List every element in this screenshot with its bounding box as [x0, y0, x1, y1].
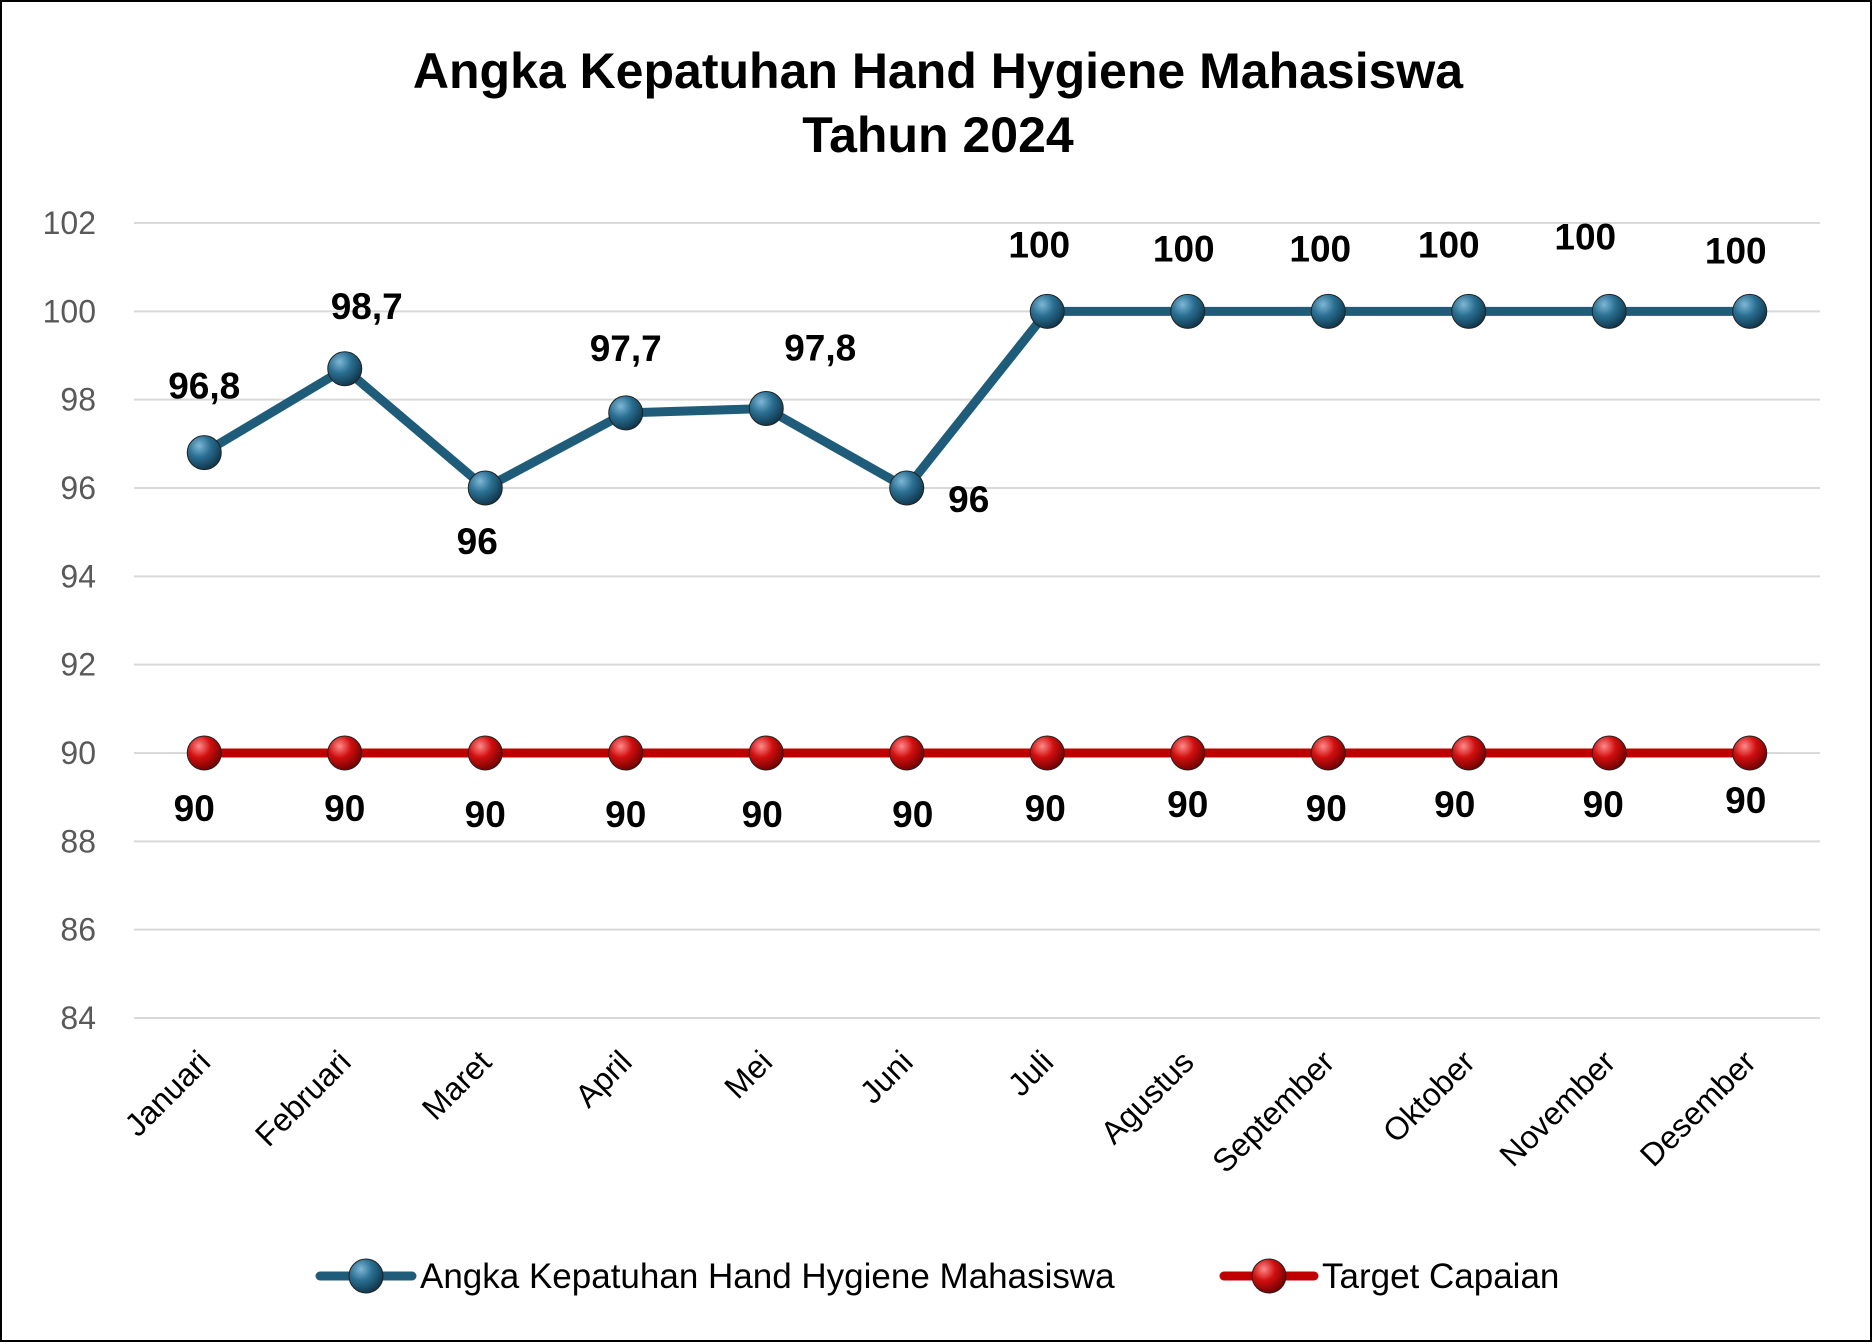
y-tick-label: 96 [60, 470, 96, 506]
data-label: 90 [1306, 788, 1347, 829]
y-tick-label: 92 [60, 647, 96, 683]
x-tick-label: Oktober [1376, 1043, 1482, 1149]
legend-label: Angka Kepatuhan Hand Hygiene Mahasiswa [420, 1257, 1115, 1296]
data-point [1029, 293, 1065, 329]
data-point [1591, 293, 1627, 329]
data-point [186, 435, 222, 471]
data-point [1732, 735, 1768, 771]
data-label: 90 [892, 794, 933, 835]
y-tick-label: 98 [60, 382, 96, 418]
data-point [1591, 735, 1627, 771]
series-line [199, 306, 1755, 493]
y-tick-label: 88 [60, 823, 96, 859]
x-tick-label: Juli [1001, 1043, 1060, 1102]
data-label: 90 [1167, 784, 1208, 825]
data-point [1310, 293, 1346, 329]
data-label: 98,7 [331, 286, 403, 327]
data-point [1170, 735, 1206, 771]
data-point [1170, 293, 1206, 329]
x-tick-label: Maret [415, 1043, 498, 1126]
data-label: 90 [605, 794, 646, 835]
chart-title-line-2: Tahun 2024 [802, 107, 1074, 163]
x-tick-label: Desember [1633, 1043, 1763, 1173]
x-tick-label: Juni [853, 1043, 920, 1110]
data-point [467, 735, 503, 771]
x-tick-label: Februari [248, 1043, 358, 1153]
data-point [608, 395, 644, 431]
data-point [1310, 735, 1346, 771]
data-label: 90 [324, 788, 365, 829]
legend-marker [348, 1258, 384, 1294]
data-label: 90 [174, 788, 215, 829]
data-point [1029, 735, 1065, 771]
data-label: 90 [1025, 788, 1066, 829]
data-label: 100 [1008, 224, 1070, 265]
data-point [1451, 735, 1487, 771]
x-tick-label: Januari [118, 1043, 218, 1143]
x-tick-label: September [1205, 1043, 1341, 1179]
legend-marker [1251, 1258, 1287, 1294]
data-label: 96 [948, 479, 989, 520]
y-axis-ticks: 84 86 88 90 92 94 96 98 100 102 [43, 205, 96, 1036]
y-tick-label: 84 [60, 1000, 96, 1036]
data-label: 100 [1418, 224, 1480, 265]
data-label: 100 [1153, 228, 1215, 269]
x-tick-label: November [1492, 1043, 1622, 1173]
data-point [889, 735, 925, 771]
data-label: 97,7 [590, 328, 662, 369]
data-point [889, 470, 925, 506]
data-label: 96,8 [168, 366, 240, 407]
data-label: 90 [1725, 780, 1766, 821]
x-tick-label: Agustus [1093, 1043, 1200, 1150]
legend-label: Target Capaian [1322, 1257, 1559, 1296]
data-labels: 96,8 98,7 96 97,7 97,8 96 100 100 100 100 100 100 90… [168, 216, 1766, 835]
data-point [1732, 293, 1768, 329]
gridlines [134, 222, 1820, 1019]
data-point [748, 735, 784, 771]
legend: Angka Kepatuhan Hand Hygiene Mahasiswa Ta… [315, 1257, 1559, 1296]
data-label: 100 [1554, 216, 1616, 257]
data-label: 90 [1583, 784, 1624, 825]
data-label: 90 [742, 794, 783, 835]
data-point [467, 470, 503, 506]
x-axis-ticks: Januari Februari Maret April Mei Juni Juli Agus… [118, 1043, 1763, 1179]
y-tick-label: 102 [43, 205, 96, 241]
data-point [608, 735, 644, 771]
y-tick-label: 94 [60, 558, 96, 594]
data-label: 90 [1434, 784, 1475, 825]
data-point [1451, 293, 1487, 329]
data-point [748, 391, 784, 426]
y-tick-label: 90 [60, 735, 96, 771]
data-point [186, 735, 222, 771]
y-tick-label: 100 [43, 293, 96, 329]
data-point [327, 351, 363, 387]
data-label: 100 [1705, 230, 1767, 271]
data-point [327, 735, 363, 771]
x-tick-label: Mei [717, 1043, 779, 1105]
data-label: 90 [465, 794, 506, 835]
chart-title-line-1: Angka Kepatuhan Hand Hygiene Mahasiswa [413, 43, 1464, 99]
y-tick-label: 86 [60, 912, 96, 948]
data-label: 96 [457, 521, 498, 562]
data-label: 97,8 [784, 328, 856, 369]
x-tick-label: April [568, 1043, 639, 1114]
data-label: 100 [1289, 228, 1351, 269]
series-group [186, 293, 1768, 771]
